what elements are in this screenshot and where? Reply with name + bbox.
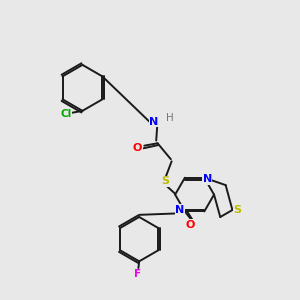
Text: S: S xyxy=(233,205,241,215)
Text: H: H xyxy=(166,113,173,123)
Text: N: N xyxy=(149,117,159,127)
Text: N: N xyxy=(203,175,212,184)
Text: O: O xyxy=(186,220,195,230)
Text: O: O xyxy=(133,143,142,153)
Text: S: S xyxy=(161,176,169,186)
Text: Cl: Cl xyxy=(61,109,72,118)
Text: F: F xyxy=(134,269,141,279)
Text: N: N xyxy=(175,205,184,215)
